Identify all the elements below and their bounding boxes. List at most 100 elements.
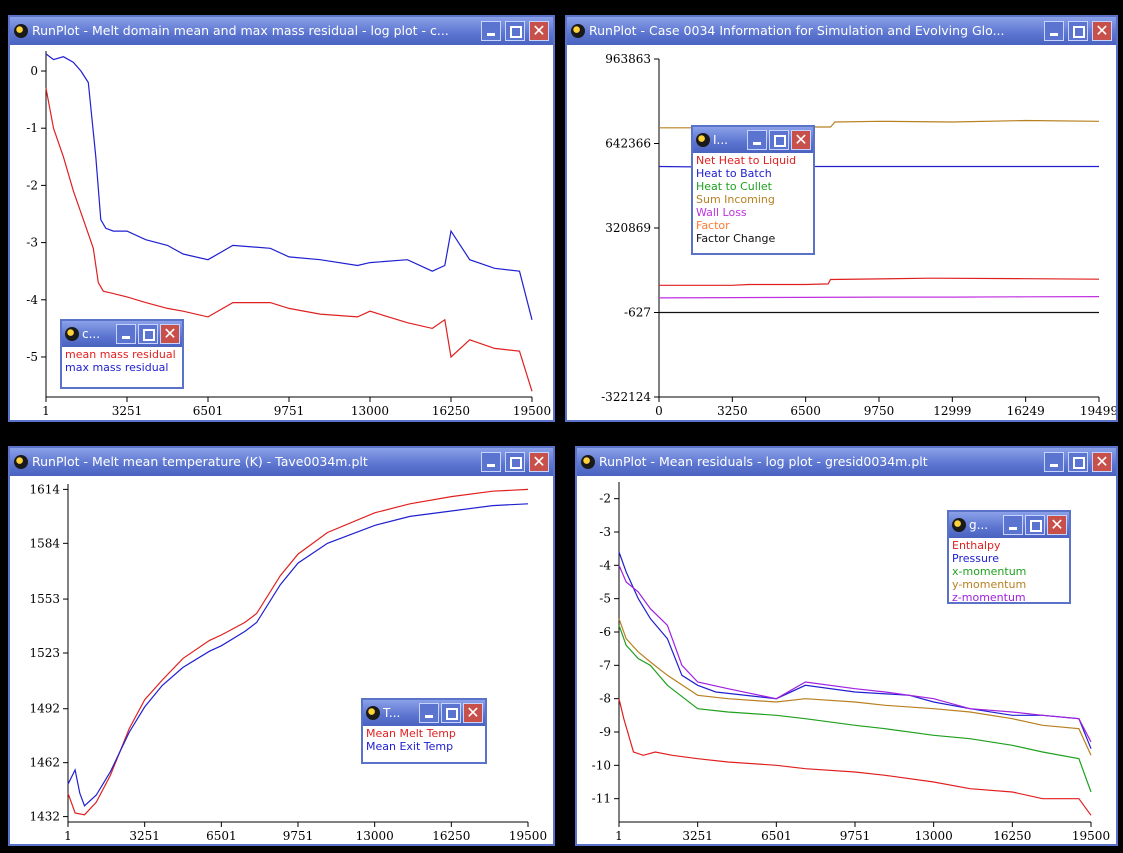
window-case-info[interactable]: RunPlot - Case 0034 Information for Simu… [565,15,1118,422]
legend-items: Enthalpy Pressure x-momentum y-momentum z-mo… [949,538,1069,605]
y-tick-label: 642366 [605,137,651,151]
x-tick-label: 0 [655,404,663,418]
close-icon[interactable]: ✕ [1092,452,1112,472]
y-tick-label: -10 [592,758,611,772]
x-tick-label: 6501 [761,829,792,843]
legend-title: g... [969,518,989,532]
series-line-x-momentum [618,625,1092,793]
maximize-icon[interactable] [1068,21,1088,41]
title-bar[interactable]: RunPlot - Case 0034 Information for Simu… [567,17,1116,45]
y-tick-label: -5 [599,592,611,606]
x-tick-label: 19500 [1072,829,1110,843]
y-tick-label: 1432 [29,810,60,824]
close-icon[interactable]: ✕ [160,324,180,344]
legend[interactable]: I... ✕ Net Heat to Liquid Heat to Batch He… [691,125,815,255]
maximize-icon[interactable] [1068,452,1088,472]
title-bar[interactable]: RunPlot - Mean residuals - log plot - gr… [577,448,1116,476]
title-bar[interactable]: RunPlot - Melt mean temperature (K) - Ta… [10,448,553,476]
legend-title-bar[interactable]: T... ✕ [363,700,485,726]
legend-title-bar[interactable]: g... ✕ [949,512,1069,538]
x-tick-label: 1 [64,829,72,843]
series-line-mean-mass-residual [45,88,533,392]
legend[interactable]: g... ✕ Enthalpy Pressure x-momentum y-momen… [947,510,1071,604]
close-icon[interactable]: ✕ [1047,515,1067,535]
close-icon[interactable]: ✕ [529,452,549,472]
legend-item: z-momentum [952,591,1026,604]
plot-area: 1 3251 6501 9751 13000 16250 19500 0 -1 -2 -3 -4 -5 [10,45,553,420]
x-tick-label: 19500 [513,404,551,418]
minimize-icon[interactable] [1044,21,1064,41]
y-tick-label: -1 [26,121,38,135]
minimize-icon[interactable] [481,21,501,41]
y-tick-label: -627 [624,305,651,319]
maximize-icon[interactable] [441,703,461,723]
legend-item: Net Heat to Liquid [696,154,797,167]
series-line-mean-exit-temp [67,503,529,807]
y-tick-label: -2 [26,178,38,192]
close-icon[interactable]: ✕ [1092,21,1112,41]
app-icon [571,24,585,38]
legend-title: T... [383,706,401,720]
x-tick-label: 3251 [129,829,160,843]
legend-item: Mean Melt Temp [366,727,456,740]
x-tick-label: 1 [42,404,50,418]
minimize-icon[interactable] [116,324,136,344]
app-icon [65,327,79,341]
minimize-icon[interactable] [1003,515,1023,535]
legend[interactable]: T... ✕ Mean Melt Temp Mean Exit Temp [361,698,487,764]
x-tick-label: 13000 [351,404,389,418]
minimize-icon[interactable] [1044,452,1064,472]
window-mean-residuals[interactable]: RunPlot - Mean residuals - log plot - gr… [575,446,1118,846]
close-icon[interactable]: ✕ [529,21,549,41]
legend-title: I... [713,133,728,147]
title-bar[interactable]: RunPlot - Melt domain mean and max mass … [10,17,553,45]
x-tick-label: 3251 [112,404,143,418]
maximize-icon[interactable] [505,452,525,472]
y-tick-label: 1492 [29,702,60,716]
window-melt-temperature[interactable]: RunPlot - Melt mean temperature (K) - Ta… [8,446,555,846]
legend-item: Mean Exit Temp [366,740,454,753]
x-tick-label: 12999 [933,404,971,418]
legend[interactable]: c... ✕ mean mass residual max mass residu… [60,319,184,389]
x-tick-label: 3250 [717,404,748,418]
y-tick-label: -8 [599,692,611,706]
y-tick-label: 320869 [605,221,651,235]
series-line-wall-loss [658,296,1100,299]
legend-items: Mean Melt Temp Mean Exit Temp [363,726,485,754]
y-tick-label: -4 [599,558,611,572]
close-icon[interactable]: ✕ [791,130,811,150]
x-tick-label: 3251 [682,829,713,843]
window-title: RunPlot - Mean residuals - log plot - gr… [599,454,928,469]
maximize-icon[interactable] [505,21,525,41]
series-line-pressure [618,551,1092,749]
minimize-icon[interactable] [747,130,767,150]
window-title: RunPlot - Melt domain mean and max mass … [32,23,449,38]
minimize-icon[interactable] [481,452,501,472]
legend-item: Factor Change [696,232,776,245]
legend-title-bar[interactable]: I... ✕ [693,127,813,153]
minimize-icon[interactable] [419,703,439,723]
legend-item: Heat to Batch [696,167,772,180]
maximize-icon[interactable] [1025,515,1045,535]
app-icon [952,518,966,532]
x-tick-label: 6500 [790,404,821,418]
app-icon [581,455,595,469]
y-tick-label: -9 [599,725,611,739]
y-tick-label: 1523 [29,646,60,660]
maximize-icon[interactable] [769,130,789,150]
window-mass-residual[interactable]: RunPlot - Melt domain mean and max mass … [8,15,555,422]
x-tick-label: 9751 [274,404,305,418]
maximize-icon[interactable] [138,324,158,344]
y-tick-label: -2 [599,492,611,506]
app-icon [696,133,710,147]
plot-area: 1 3251 6501 9751 13000 16250 19500 -2 -3 -4 -5 -6 -7… [577,476,1116,844]
window-title: RunPlot - Melt mean temperature (K) - Ta… [32,454,368,469]
legend-item: y-momentum [952,578,1027,591]
plot-area: 1 3251 6501 9751 13000 16250 19500 1614 1584 1553… [10,476,553,844]
legend-title-bar[interactable]: c... ✕ [62,321,182,347]
y-tick-label: -7 [599,658,611,672]
x-tick-label: 9750 [864,404,895,418]
y-tick-label: -322124 [601,390,651,404]
chart-svg: 0 3250 6500 9750 12999 16249 19499 963863 642366… [601,52,1116,418]
close-icon[interactable]: ✕ [463,703,483,723]
